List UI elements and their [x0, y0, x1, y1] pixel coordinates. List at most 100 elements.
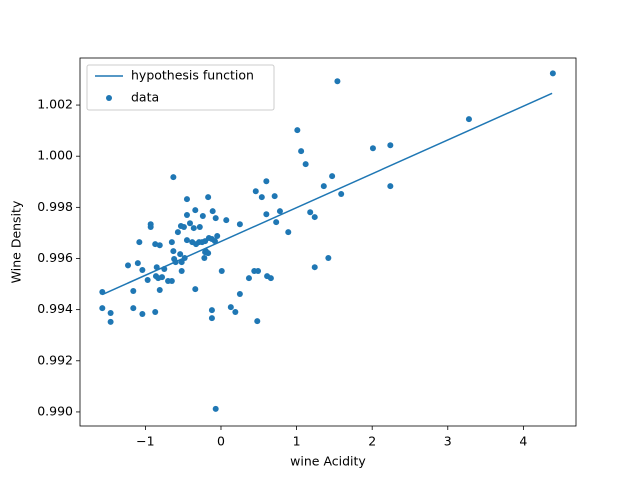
data-point: [267, 275, 274, 282]
data-point: [168, 239, 175, 246]
data-point: [183, 237, 190, 244]
data-point: [130, 287, 137, 294]
data-point: [156, 286, 163, 293]
data-point: [212, 405, 219, 412]
x-axis-label: wine Acidity: [290, 454, 366, 469]
y-tick-label: 0.998: [37, 199, 73, 214]
data-point: [161, 265, 168, 272]
data-point: [139, 310, 146, 317]
data-point: [172, 259, 179, 266]
data-point: [236, 221, 243, 228]
data-point: [205, 194, 212, 201]
data-point: [144, 276, 151, 283]
data-point: [99, 305, 106, 312]
data-point: [263, 178, 270, 185]
data-point: [170, 248, 177, 255]
data-point: [302, 161, 309, 168]
x-tick-label: 4: [519, 434, 527, 449]
data-point: [205, 250, 212, 257]
data-point: [208, 315, 215, 322]
data-point: [156, 242, 163, 249]
data-point: [178, 268, 185, 275]
data-point: [214, 232, 221, 239]
data-point: [369, 145, 376, 152]
y-tick-label: 1.002: [37, 97, 73, 112]
data-point: [134, 260, 141, 267]
data-point: [178, 259, 185, 266]
data-point: [294, 127, 301, 134]
y-tick-label: 0.990: [37, 403, 73, 418]
data-point: [130, 305, 137, 312]
data-point: [159, 274, 166, 281]
legend-box: [86, 64, 275, 111]
legend-marker: [106, 95, 112, 101]
data-point: [168, 277, 175, 284]
data-point: [153, 264, 160, 271]
data-point: [387, 142, 394, 149]
data-point: [174, 229, 181, 236]
data-point: [285, 229, 292, 236]
data-point: [387, 183, 394, 190]
x-tick-label: 2: [368, 434, 376, 449]
data-point: [338, 191, 345, 198]
data-point: [209, 208, 216, 215]
data-point: [232, 308, 239, 315]
data-point: [170, 174, 177, 181]
data-point: [180, 224, 187, 231]
data-point: [325, 254, 332, 261]
data-point: [218, 268, 225, 275]
data-point: [255, 268, 262, 275]
data-point: [252, 188, 259, 195]
data-point: [307, 209, 314, 216]
data-point: [177, 251, 184, 258]
data-point: [223, 217, 230, 224]
data-point: [136, 239, 143, 246]
legend-label: hypothesis function: [131, 68, 254, 83]
data-point: [245, 275, 252, 282]
data-point: [190, 225, 197, 232]
data-point: [311, 214, 318, 221]
data-point: [192, 207, 199, 214]
data-point: [211, 238, 218, 245]
x-tick-label: 1: [293, 434, 301, 449]
data-point: [192, 286, 199, 293]
data-point: [236, 291, 243, 298]
data-point: [273, 219, 280, 226]
y-tick-label: 1.000: [37, 148, 73, 163]
data-point: [196, 224, 203, 231]
plot-frame: [79, 57, 577, 427]
data-point: [271, 193, 278, 200]
x-tick-label: 3: [444, 434, 452, 449]
x-tick-label: −1: [136, 434, 154, 449]
data-point: [125, 262, 132, 269]
data-point: [465, 116, 472, 123]
legend-label: data: [131, 90, 159, 105]
data-point: [107, 318, 114, 325]
data-point: [139, 267, 146, 274]
data-point: [201, 254, 208, 261]
data-point: [186, 220, 193, 227]
data-point: [258, 194, 265, 201]
y-tick-label: 0.992: [37, 352, 73, 367]
data-point: [181, 254, 188, 261]
data-point: [254, 318, 261, 325]
data-point: [199, 213, 206, 220]
data-point: [183, 212, 190, 219]
data-point: [99, 288, 106, 295]
data-point: [334, 78, 341, 85]
data-point: [263, 211, 270, 218]
data-point: [152, 308, 159, 315]
x-tick-label: 0: [217, 434, 225, 449]
data-point: [183, 196, 190, 203]
y-tick-label: 0.996: [37, 250, 73, 265]
data-point: [107, 309, 114, 316]
data-point: [329, 173, 336, 180]
data-point: [276, 208, 283, 215]
y-axis-label: Wine Density: [9, 200, 24, 283]
data-point: [298, 148, 305, 155]
hypothesis-line: [101, 92, 553, 296]
data-point: [311, 264, 318, 271]
data-point: [152, 241, 159, 248]
